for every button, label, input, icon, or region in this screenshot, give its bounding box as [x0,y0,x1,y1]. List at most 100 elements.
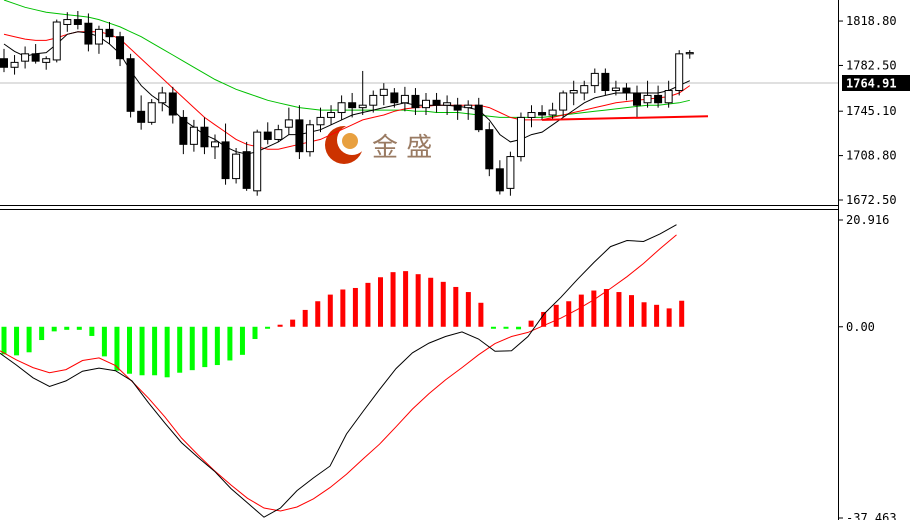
candle [147,99,156,125]
candle-body [464,104,473,109]
macd-histogram-bar [629,295,634,327]
candle [580,80,589,101]
candle-body [643,94,652,104]
candle [73,11,82,30]
ma-slow-line [3,0,690,118]
candle-body [42,58,51,63]
candle [10,55,19,75]
support-line [542,115,709,121]
candle [200,117,209,155]
candle-body [21,53,30,62]
candle [0,48,8,73]
candle-body [147,102,156,123]
candle [611,80,620,96]
macd-panel[interactable] [0,224,685,518]
candle-body [664,90,673,104]
price-tick-label: 1708.80 [846,149,897,163]
signal-line-group [0,234,677,512]
candle [274,124,283,142]
candle [369,90,378,113]
candle [400,86,409,112]
macd-histogram-bar [616,292,622,327]
candle-body [548,109,557,116]
current-price-badge [842,75,910,91]
candle [654,85,663,108]
macd-histogram-bar [415,274,421,327]
candle-body [611,87,620,92]
candle [538,105,547,120]
macd-histogram-bar [64,326,70,330]
macd-line-group [0,224,677,518]
candle [137,95,146,130]
candle [263,122,272,145]
candle [84,13,93,52]
candle [527,105,536,128]
candle-body [158,92,167,104]
candle [348,92,357,118]
candle [116,31,125,67]
candle-body [211,141,219,148]
macd-histogram-bar [227,326,233,361]
candle-body [538,112,547,116]
candle-body [274,129,283,140]
current-price-label: 1764.91 [842,75,910,91]
signal-line [0,234,677,512]
candle [21,46,30,69]
price-panel[interactable]: 金 盛 [0,0,838,196]
candle [105,22,114,45]
candle [633,85,641,118]
macd-histogram-bar [340,289,346,327]
candle [453,97,462,120]
macd-histogram-bar [127,326,132,374]
candle-body [495,168,504,192]
price-axis[interactable]: 1818.80 1782.50 1745.10 1708.80 1672.50 20.9… [838,0,910,520]
candle [168,86,177,124]
candle-body [633,92,641,106]
candle [432,92,441,113]
macd-histogram-bar [277,324,283,327]
candle-body [105,28,114,38]
macd-tick-label: 20.916 [846,213,889,227]
current-price-value: 1764.91 [846,77,897,91]
candle [179,110,188,155]
candle [548,102,557,120]
candle-body [559,92,568,111]
candle-body [168,92,177,116]
price-tick-label: 1745.10 [846,104,897,118]
candle [390,88,399,108]
candle-body [63,19,72,25]
candle-body [137,110,146,123]
macd-histogram-bar [654,304,660,327]
macd-histogram-bar [390,272,396,327]
candle-body [221,141,230,180]
macd-histogram-bar [202,326,208,368]
candle [664,80,673,108]
jinsheng-logo-sun [342,133,358,149]
candle [590,68,599,93]
candle-body [675,53,684,92]
price-tick-label: 1782.50 [846,58,897,72]
macd-histogram-bar [114,326,120,371]
support-line-group [542,115,709,121]
candle [337,95,346,120]
candle [559,90,568,118]
candle-body [601,72,610,92]
macd-histogram-bar [101,326,107,357]
macd-tick-label: 0.00 [846,320,875,334]
candle-body [348,102,357,109]
candle [601,68,610,96]
macd-histogram-bar [428,277,434,327]
candle [63,12,72,32]
candle-body [232,153,241,180]
candle-body [73,19,82,25]
candle-body [242,151,251,189]
candle-body [411,94,420,109]
macd-histogram-bar [516,326,522,330]
macd-histogram-bar [541,311,547,327]
macd-histogram-bar [51,326,57,332]
candle-body [116,36,125,60]
macd-histogram-group [1,271,685,378]
candle-body [516,116,525,158]
candle-body [422,99,430,109]
